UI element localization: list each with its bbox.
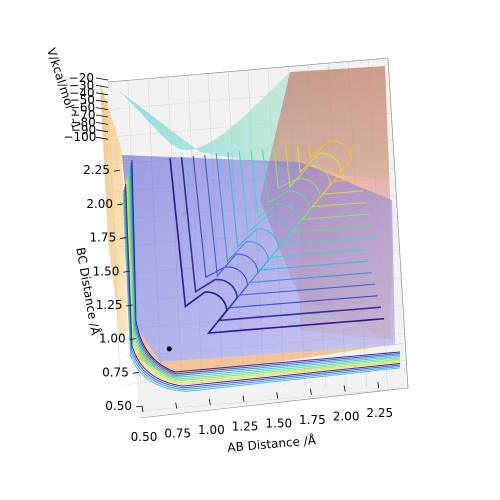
x-tick-mark (377, 381, 380, 389)
z-tick-label: −20 (69, 71, 94, 85)
x-tick-mark (208, 399, 211, 406)
x-tick-label: 1.00 (198, 423, 225, 437)
y-tick-label: 1.75 (89, 231, 116, 245)
z-tick-mark (95, 129, 109, 133)
transition-state-point (166, 346, 172, 352)
z-tick-mark (95, 114, 109, 118)
x-tick-label: 1.25 (232, 420, 259, 434)
z-tick-mark (95, 85, 109, 88)
y-tick-label: 2.00 (86, 197, 113, 211)
z-tick-label: −80 (70, 115, 95, 129)
y-tick-mark (129, 338, 136, 341)
y-tick-mark (132, 371, 139, 374)
z-tick-mark (95, 122, 109, 125)
x-tick-label: 2.25 (366, 406, 393, 420)
y-tick-mark (135, 405, 143, 408)
z-tick-label: −40 (69, 86, 94, 100)
y-tick-label: 0.50 (105, 399, 132, 413)
z-tick-mark (95, 77, 109, 81)
z-tick-mark (95, 99, 109, 103)
y-tick-mark (123, 270, 130, 273)
x-tick-mark (175, 402, 178, 409)
y-tick-label: 1.50 (93, 264, 120, 278)
x-tick-label: 1.75 (299, 413, 326, 427)
x-axis-label: AB Distance /Å (227, 432, 318, 455)
x-tick-label: 2.00 (333, 409, 360, 423)
z-tick-label: −30 (69, 78, 94, 92)
z-tick-label: −60 (70, 101, 95, 115)
x-tick-label: 0.50 (131, 430, 158, 444)
surface (100, 66, 410, 378)
z-tick-label: −50 (70, 93, 95, 107)
z-axis-ticks: −20−30−40−50−60−70−80−90−100 (63, 71, 109, 144)
x-tick-mark (242, 395, 245, 402)
z-tick-mark (95, 136, 109, 140)
z-tick-mark (95, 107, 109, 110)
x-axis-ticks: 0.50 0.75 1.00 1.25 1.50 1.75 2.00 2.25 (131, 381, 393, 444)
y-axis-label: BC Distance /Å (73, 246, 103, 337)
z-tick-label: −70 (70, 108, 95, 122)
y-axis-ticks: 0.50 0.75 1.00 1.25 1.50 1.75 2.00 2.25 (83, 163, 143, 413)
z-tick-mark (95, 92, 109, 96)
box-edges (107, 57, 409, 419)
x-tick-mark (310, 388, 312, 395)
y-tick-label: 0.75 (102, 365, 129, 379)
contour-lines (169, 140, 385, 334)
y-tick-mark (113, 169, 120, 172)
y-tick-mark (116, 203, 124, 206)
z-tick-label: −100 (63, 130, 96, 144)
y-tick-label: 1.00 (99, 332, 126, 346)
y-tick-label: 1.25 (96, 298, 123, 312)
y-tick-label: 2.25 (83, 163, 110, 177)
y-tick-mark (126, 304, 133, 307)
contour-fan (122, 159, 401, 392)
x-tick-mark (141, 405, 144, 413)
y-tick-mark (120, 237, 127, 239)
z-tick-label: −90 (71, 123, 96, 137)
x-tick-mark (276, 392, 279, 399)
x-tick-mark (343, 385, 346, 392)
x-tick-label: 0.75 (164, 427, 191, 441)
x-tick-label: 1.50 (265, 416, 292, 430)
